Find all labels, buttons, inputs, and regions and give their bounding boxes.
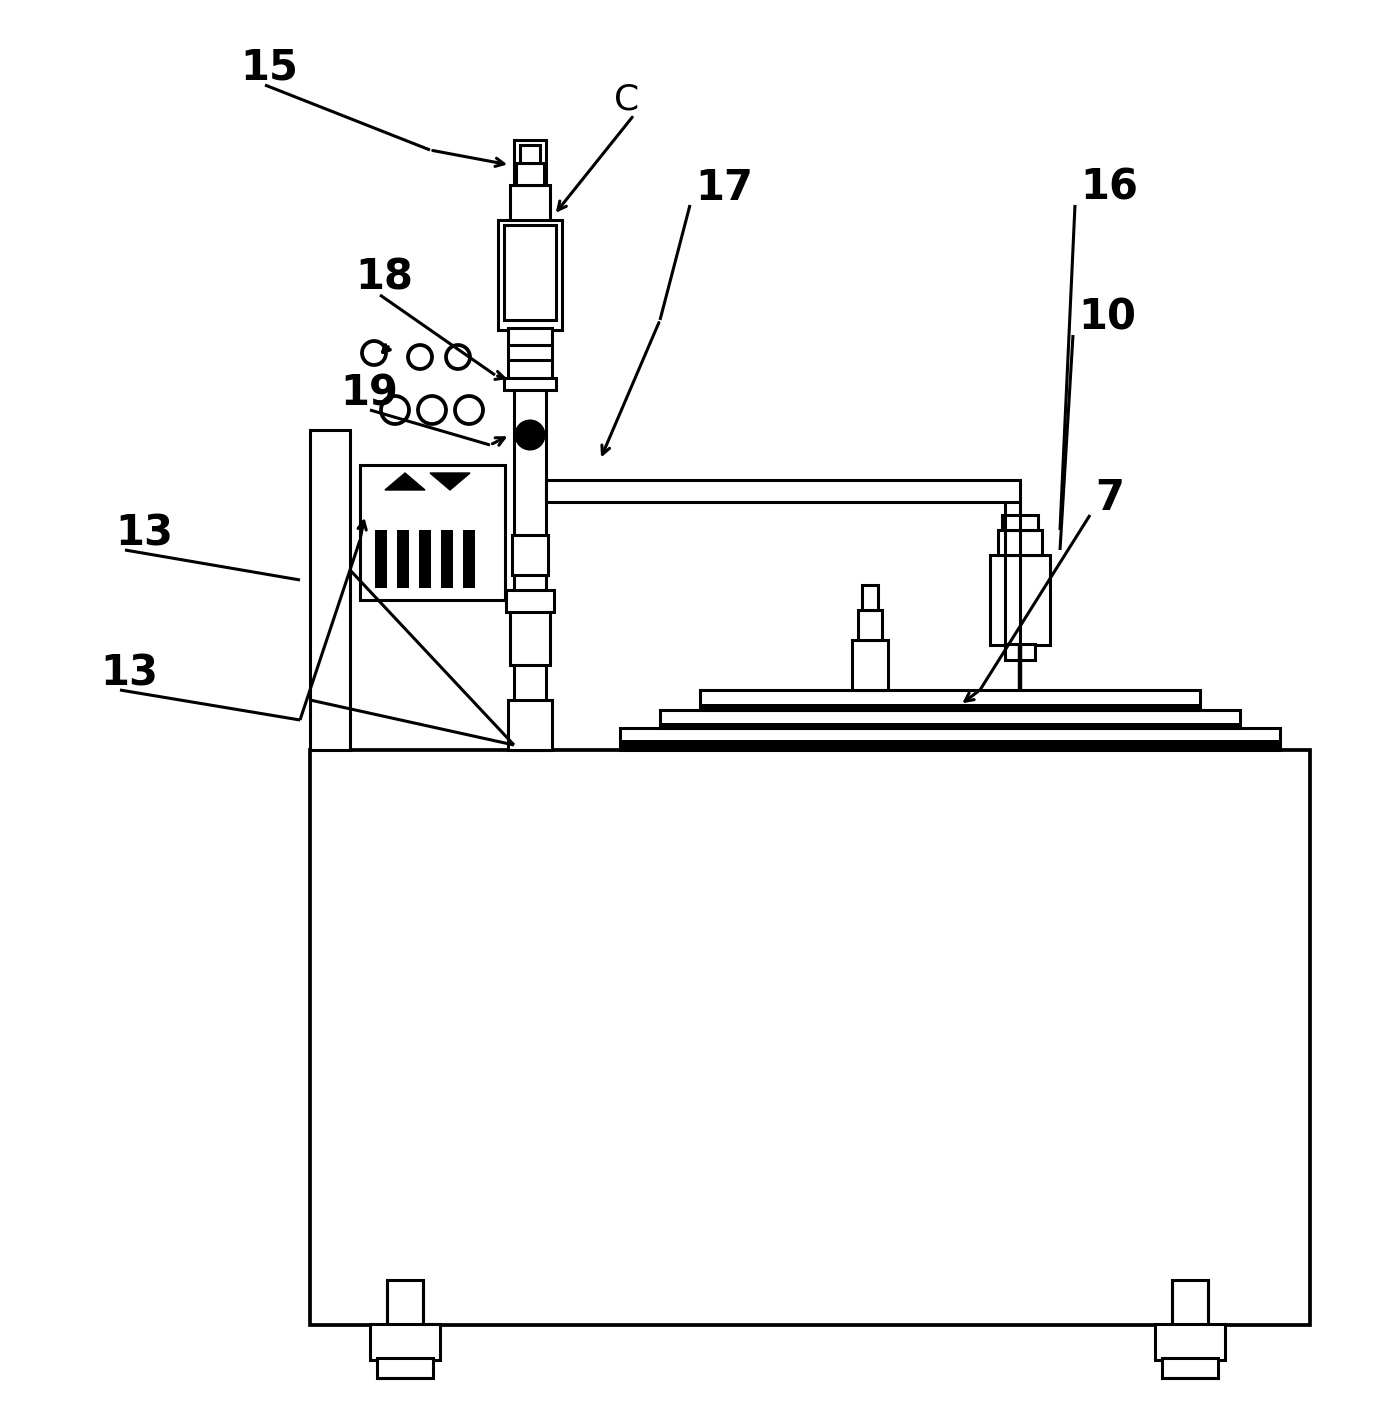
Bar [857, 611, 883, 640]
Bar [521, 145, 540, 163]
Bar [1155, 1323, 1225, 1360]
Bar [660, 710, 1240, 728]
Bar [397, 530, 409, 588]
Polygon shape [386, 473, 425, 490]
Text: 7: 7 [1096, 477, 1123, 518]
Bar [370, 1323, 440, 1360]
Bar [1172, 1279, 1208, 1325]
Bar [419, 530, 432, 588]
Text: 17: 17 [695, 168, 753, 209]
Bar [700, 704, 1200, 710]
Bar [509, 611, 550, 665]
Bar [310, 430, 349, 750]
Bar [660, 723, 1240, 728]
Bar [361, 464, 505, 601]
Bar [508, 328, 553, 381]
Text: 13: 13 [116, 513, 173, 554]
Bar [464, 530, 475, 588]
Bar [441, 530, 452, 588]
Circle shape [516, 420, 544, 449]
Bar [377, 1358, 433, 1377]
Bar [387, 1279, 423, 1325]
Text: 18: 18 [355, 257, 413, 300]
Bar [514, 141, 546, 750]
Bar [1005, 645, 1036, 660]
Bar [508, 700, 553, 750]
Bar [507, 589, 554, 612]
Bar [546, 480, 1020, 503]
Bar [504, 224, 555, 320]
Bar [509, 185, 550, 220]
Bar [990, 555, 1050, 645]
Text: 13: 13 [100, 652, 159, 694]
Text: 15: 15 [239, 47, 298, 89]
Bar [619, 740, 1281, 748]
Bar [516, 163, 544, 185]
Text: 16: 16 [1080, 168, 1139, 209]
Polygon shape [430, 473, 470, 490]
Bar [1162, 1358, 1218, 1377]
Bar [512, 535, 548, 575]
Bar [1002, 515, 1038, 530]
Text: 10: 10 [1077, 297, 1136, 339]
Bar [852, 640, 888, 690]
Bar [374, 530, 387, 588]
Bar [862, 585, 878, 611]
Bar [700, 690, 1200, 710]
Bar [619, 728, 1281, 750]
Bar [504, 378, 555, 391]
Bar [310, 750, 1310, 1325]
Text: C: C [614, 82, 639, 116]
Bar [498, 220, 562, 329]
Bar [998, 530, 1043, 555]
Text: 19: 19 [340, 372, 398, 415]
